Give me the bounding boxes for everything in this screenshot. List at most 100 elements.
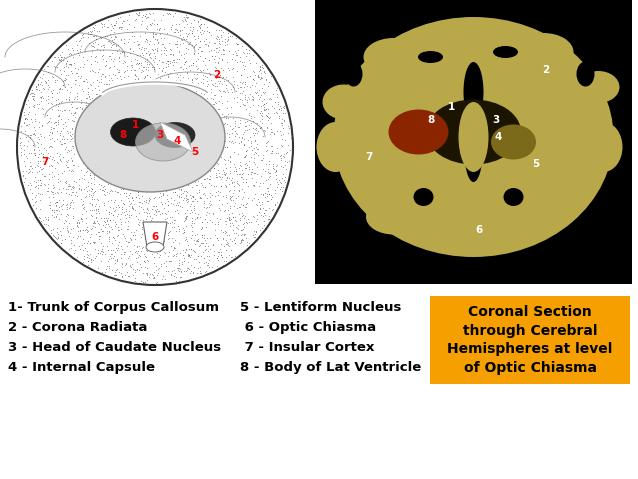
Point: [167, 58, 177, 66]
Ellipse shape: [431, 28, 496, 66]
Point: [63, 163, 73, 171]
Point: [202, 261, 212, 269]
Point: [172, 199, 182, 206]
Point: [222, 240, 232, 248]
Point: [145, 38, 155, 46]
Point: [219, 168, 230, 176]
Point: [235, 83, 246, 91]
Point: [68, 59, 78, 67]
Point: [202, 80, 212, 88]
Point: [144, 233, 154, 241]
Point: [47, 168, 57, 176]
Point: [150, 193, 160, 201]
Point: [48, 153, 59, 161]
Point: [56, 98, 66, 106]
Point: [126, 236, 136, 243]
Point: [63, 245, 73, 252]
Point: [239, 223, 249, 231]
Point: [215, 173, 225, 181]
Point: [252, 211, 262, 219]
Point: [133, 59, 144, 67]
Point: [221, 240, 231, 248]
Point: [138, 63, 149, 71]
Point: [78, 236, 88, 243]
Point: [34, 213, 44, 220]
Point: [112, 232, 122, 240]
Point: [52, 53, 63, 60]
Point: [73, 217, 83, 224]
Point: [133, 59, 144, 67]
Point: [47, 93, 57, 101]
Point: [200, 191, 210, 199]
Point: [70, 108, 80, 116]
Point: [140, 12, 150, 20]
Point: [212, 83, 222, 91]
Point: [110, 204, 121, 211]
Point: [173, 202, 183, 209]
Point: [168, 61, 178, 69]
Point: [43, 184, 53, 192]
Point: [63, 159, 73, 166]
Point: [221, 114, 232, 122]
Point: [253, 102, 263, 109]
Point: [228, 178, 239, 185]
Point: [197, 26, 207, 34]
Text: Coronal Section
through Cerebral
Hemispheres at level
of Optic Chiasma: Coronal Section through Cerebral Hemisph…: [447, 306, 612, 375]
Point: [43, 92, 53, 100]
Point: [235, 116, 245, 124]
Point: [170, 40, 180, 47]
Point: [255, 157, 265, 164]
Point: [174, 198, 184, 205]
Point: [82, 223, 92, 230]
Point: [195, 24, 205, 32]
Point: [234, 150, 244, 158]
Point: [85, 225, 96, 233]
Point: [48, 137, 59, 145]
Point: [260, 189, 270, 196]
Point: [249, 113, 259, 121]
Point: [29, 103, 40, 111]
Point: [228, 139, 239, 147]
Point: [64, 166, 74, 174]
Point: [26, 162, 36, 170]
Point: [249, 144, 260, 152]
Point: [40, 213, 50, 221]
Point: [91, 214, 101, 221]
Point: [149, 17, 159, 24]
Point: [87, 195, 97, 203]
Point: [217, 253, 227, 261]
Point: [181, 235, 191, 243]
Bar: [315, 0, 632, 284]
Point: [279, 117, 289, 125]
Point: [197, 231, 207, 239]
Point: [169, 217, 179, 224]
Point: [64, 229, 75, 237]
Point: [211, 44, 221, 51]
Point: [170, 9, 181, 17]
Point: [227, 137, 237, 145]
Point: [98, 201, 108, 209]
Point: [188, 59, 198, 67]
Point: [189, 240, 200, 248]
Point: [135, 33, 145, 40]
Point: [223, 35, 233, 43]
Point: [47, 188, 57, 196]
Point: [253, 163, 263, 171]
Point: [165, 219, 175, 227]
Point: [174, 73, 184, 80]
Point: [84, 258, 94, 265]
Point: [122, 217, 133, 225]
Point: [47, 162, 57, 170]
Point: [259, 80, 269, 88]
Point: [170, 250, 181, 258]
Point: [175, 51, 186, 58]
Point: [191, 26, 202, 34]
Point: [232, 40, 242, 47]
Point: [104, 80, 114, 88]
Point: [267, 148, 277, 155]
Point: [25, 185, 35, 193]
Point: [244, 95, 254, 103]
Point: [50, 201, 61, 208]
Point: [260, 206, 271, 214]
Point: [52, 90, 62, 97]
